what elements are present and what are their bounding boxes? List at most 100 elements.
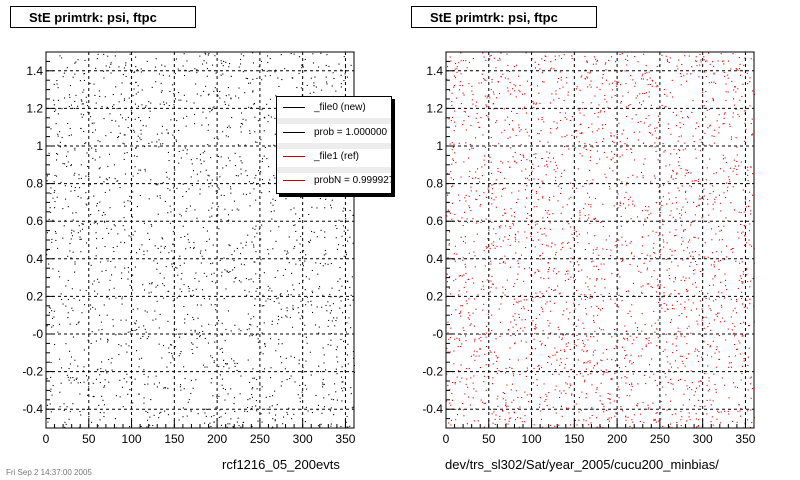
scatter-point	[458, 142, 460, 144]
scatter-point	[610, 417, 612, 419]
scatter-point	[350, 393, 352, 395]
scatter-point	[575, 345, 577, 347]
scatter-point	[748, 205, 750, 207]
x-tick-label: 0	[443, 432, 450, 446]
scatter-point	[204, 366, 206, 368]
scatter-point	[492, 422, 494, 424]
scatter-point	[475, 355, 477, 357]
scatter-point	[140, 337, 142, 339]
scatter-point	[475, 137, 477, 139]
scatter-point	[66, 406, 68, 408]
scatter-point	[485, 246, 487, 248]
scatter-point	[214, 324, 216, 326]
scatter-point	[531, 189, 533, 191]
scatter-point	[161, 132, 163, 134]
scatter-point	[493, 199, 495, 201]
scatter-point	[305, 360, 307, 362]
scatter-point	[256, 77, 258, 79]
scatter-point	[156, 268, 158, 270]
scatter-point	[701, 290, 703, 292]
legend-entry: probN = 0.999927	[277, 172, 391, 190]
scatter-point	[78, 174, 80, 176]
scatter-point	[236, 247, 238, 249]
scatter-point	[105, 269, 107, 271]
scatter-point	[594, 349, 596, 351]
scatter-point	[193, 246, 195, 248]
scatter-point	[579, 217, 581, 219]
scatter-point	[482, 285, 484, 287]
scatter-point	[660, 401, 662, 403]
scatter-point	[620, 406, 622, 408]
scatter-point	[463, 120, 465, 122]
scatter-point	[699, 291, 701, 293]
scatter-point	[268, 289, 270, 291]
scatter-point	[547, 361, 549, 363]
scatter-point	[699, 195, 701, 197]
scatter-point	[541, 293, 543, 295]
scatter-point	[681, 416, 683, 418]
scatter-point	[584, 78, 586, 80]
scatter-point	[207, 174, 209, 176]
scatter-point	[219, 91, 221, 93]
scatter-point	[242, 123, 244, 125]
scatter-point	[566, 221, 568, 223]
scatter-point	[621, 377, 623, 379]
scatter-point	[470, 186, 472, 188]
scatter-point	[577, 359, 579, 361]
scatter-point	[269, 75, 271, 77]
scatter-point	[552, 406, 554, 408]
scatter-point	[74, 190, 76, 192]
scatter-point	[574, 308, 576, 310]
y-tick-label: 0.4	[426, 252, 443, 266]
scatter-point	[295, 213, 297, 215]
scatter-point	[616, 247, 618, 249]
scatter-point	[533, 178, 535, 180]
scatter-point	[543, 278, 545, 280]
scatter-point	[678, 148, 680, 150]
scatter-point	[599, 309, 601, 311]
scatter-point	[615, 118, 617, 120]
scatter-point	[343, 207, 345, 209]
scatter-point	[562, 228, 564, 230]
scatter-point	[680, 75, 682, 77]
scatter-point	[613, 205, 615, 207]
scatter-point	[732, 116, 734, 118]
scatter-point	[293, 413, 295, 415]
scatter-point	[57, 87, 59, 89]
scatter-point	[552, 270, 554, 272]
scatter-point	[654, 127, 656, 129]
scatter-point	[491, 193, 493, 195]
scatter-point	[116, 180, 118, 182]
scatter-point	[680, 84, 682, 86]
scatter-point	[122, 74, 124, 76]
scatter-point	[252, 52, 254, 54]
scatter-point	[710, 309, 712, 311]
scatter-point	[52, 317, 54, 319]
scatter-point	[284, 368, 286, 370]
scatter-point	[490, 55, 492, 57]
scatter-point	[729, 181, 731, 183]
scatter-point	[213, 272, 215, 274]
scatter-point	[231, 358, 233, 360]
scatter-point	[328, 319, 330, 321]
scatter-point	[194, 331, 196, 333]
scatter-point	[69, 96, 71, 98]
scatter-point	[167, 132, 169, 134]
scatter-point	[495, 355, 497, 357]
scatter-point	[493, 108, 495, 110]
scatter-point	[572, 293, 574, 295]
scatter-point	[274, 177, 276, 179]
scatter-point	[251, 388, 253, 390]
scatter-point	[553, 169, 555, 171]
scatter-point	[217, 187, 219, 189]
scatter-point	[504, 177, 506, 179]
scatter-point	[507, 329, 509, 331]
scatter-point	[543, 81, 545, 83]
scatter-point	[197, 180, 199, 182]
scatter-point	[671, 175, 673, 177]
scatter-point	[209, 111, 211, 113]
scatter-point	[205, 169, 207, 171]
scatter-point	[685, 191, 687, 193]
scatter-point	[591, 261, 593, 263]
scatter-point	[625, 290, 627, 292]
